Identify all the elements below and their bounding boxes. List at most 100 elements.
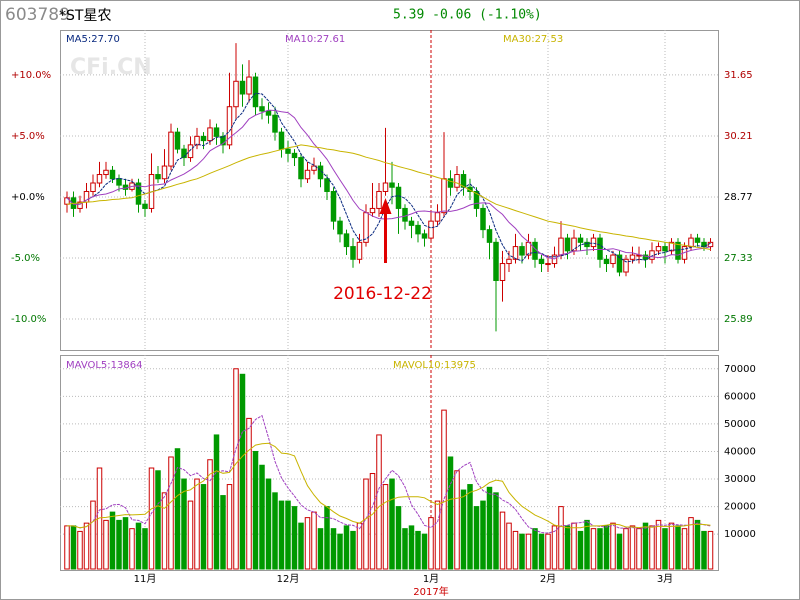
candle-body	[252, 76, 259, 108]
volume-bar	[636, 528, 642, 570]
candle-body	[220, 135, 226, 146]
y-tick-label: 60000	[724, 391, 756, 402]
candle-body	[350, 246, 356, 260]
y2-tick-label: +5.0%	[11, 131, 45, 142]
volume-bar	[226, 484, 233, 570]
volume-bar	[200, 484, 207, 570]
volume-bar	[655, 519, 662, 570]
candle-body	[694, 237, 701, 243]
candle-body	[447, 178, 454, 188]
volume-bar	[90, 500, 96, 570]
candle-body	[545, 263, 551, 266]
volume-bar	[376, 434, 382, 570]
legend-entry: MA10:27.61	[285, 34, 345, 45]
volume-bar	[415, 530, 421, 570]
candle-body	[460, 174, 467, 188]
ma-line	[66, 109, 711, 260]
candle-body	[512, 246, 519, 260]
volume-bar	[135, 522, 142, 570]
y-tick-label: 27.33	[724, 253, 753, 264]
candle-body	[564, 237, 571, 252]
candle-body	[707, 241, 714, 248]
candle-body	[239, 80, 246, 95]
candle-body	[96, 174, 103, 184]
candle-body	[597, 237, 603, 260]
volume-bar	[460, 489, 467, 570]
candle-body	[356, 241, 363, 260]
volume-bar	[480, 500, 486, 570]
volume-bar	[122, 517, 129, 570]
candle-body	[246, 76, 252, 95]
volume-bar	[129, 528, 135, 570]
volume-bar	[545, 533, 551, 570]
volume-bar	[239, 373, 246, 570]
volume-bar	[64, 525, 70, 570]
legend-entry: MAVOL10:13975	[393, 360, 476, 371]
candle-body	[415, 224, 421, 235]
ma-line	[67, 442, 711, 529]
volume-bar	[441, 409, 447, 570]
volume-bar	[142, 528, 148, 570]
volume-bar	[148, 467, 155, 570]
volume-bar	[590, 528, 597, 570]
candle-body	[187, 144, 194, 159]
volume-bar	[571, 522, 577, 570]
candle-body	[558, 237, 564, 256]
annotation-arrowhead	[379, 198, 392, 214]
volume-bar	[187, 500, 194, 570]
candle-body	[668, 241, 675, 252]
volume-bar	[194, 478, 200, 570]
candle-body	[324, 178, 330, 192]
volume-bar	[103, 519, 109, 570]
volume-bar	[278, 500, 285, 570]
candle-body	[389, 182, 395, 188]
candle-body	[603, 258, 610, 265]
volume-bar	[675, 525, 681, 570]
candle-body	[655, 246, 662, 252]
volume-bar	[304, 517, 311, 570]
volume-bar	[382, 484, 389, 570]
candle-body	[226, 106, 233, 146]
candle-body	[265, 110, 272, 116]
y2-tick-label: +10.0%	[11, 70, 51, 81]
candle-body	[259, 106, 265, 112]
y2-tick-label: -10.0%	[11, 314, 46, 325]
volume-bar	[330, 528, 337, 570]
y-tick-label: 70000	[724, 364, 756, 375]
volume-bar	[233, 368, 239, 570]
candle-body	[623, 258, 629, 273]
candle-body	[90, 182, 96, 192]
volume-bar	[337, 533, 343, 570]
volume-bar	[70, 525, 77, 570]
candle-body	[499, 263, 506, 281]
candle-body	[662, 246, 668, 252]
volume-bar	[486, 486, 493, 570]
volume-bar	[642, 522, 649, 570]
volume-bar	[350, 530, 356, 570]
candle-body	[155, 174, 161, 180]
candle-body	[506, 258, 512, 265]
stock-name: *ST星农	[59, 8, 111, 24]
volume-bar	[402, 528, 408, 570]
volume-bar	[493, 492, 499, 570]
candle-body	[421, 233, 428, 239]
volume-panel	[60, 355, 719, 571]
candle-body	[311, 165, 317, 171]
volume-bar	[174, 448, 181, 570]
candle-body	[116, 178, 122, 186]
volume-bar	[96, 467, 103, 570]
candle-body	[486, 229, 493, 243]
volume-bar	[668, 522, 675, 570]
x-tick-label: 1月	[423, 573, 439, 585]
volume-bar	[467, 484, 473, 570]
volume-bar	[538, 533, 545, 570]
candle-body	[402, 207, 408, 222]
volume-bar	[116, 519, 122, 570]
ma-line	[67, 414, 711, 534]
volume-bar	[584, 519, 590, 570]
candle-body	[428, 220, 434, 239]
candle-body	[194, 135, 200, 146]
candle-body	[408, 220, 415, 226]
volume-bar	[246, 417, 252, 570]
